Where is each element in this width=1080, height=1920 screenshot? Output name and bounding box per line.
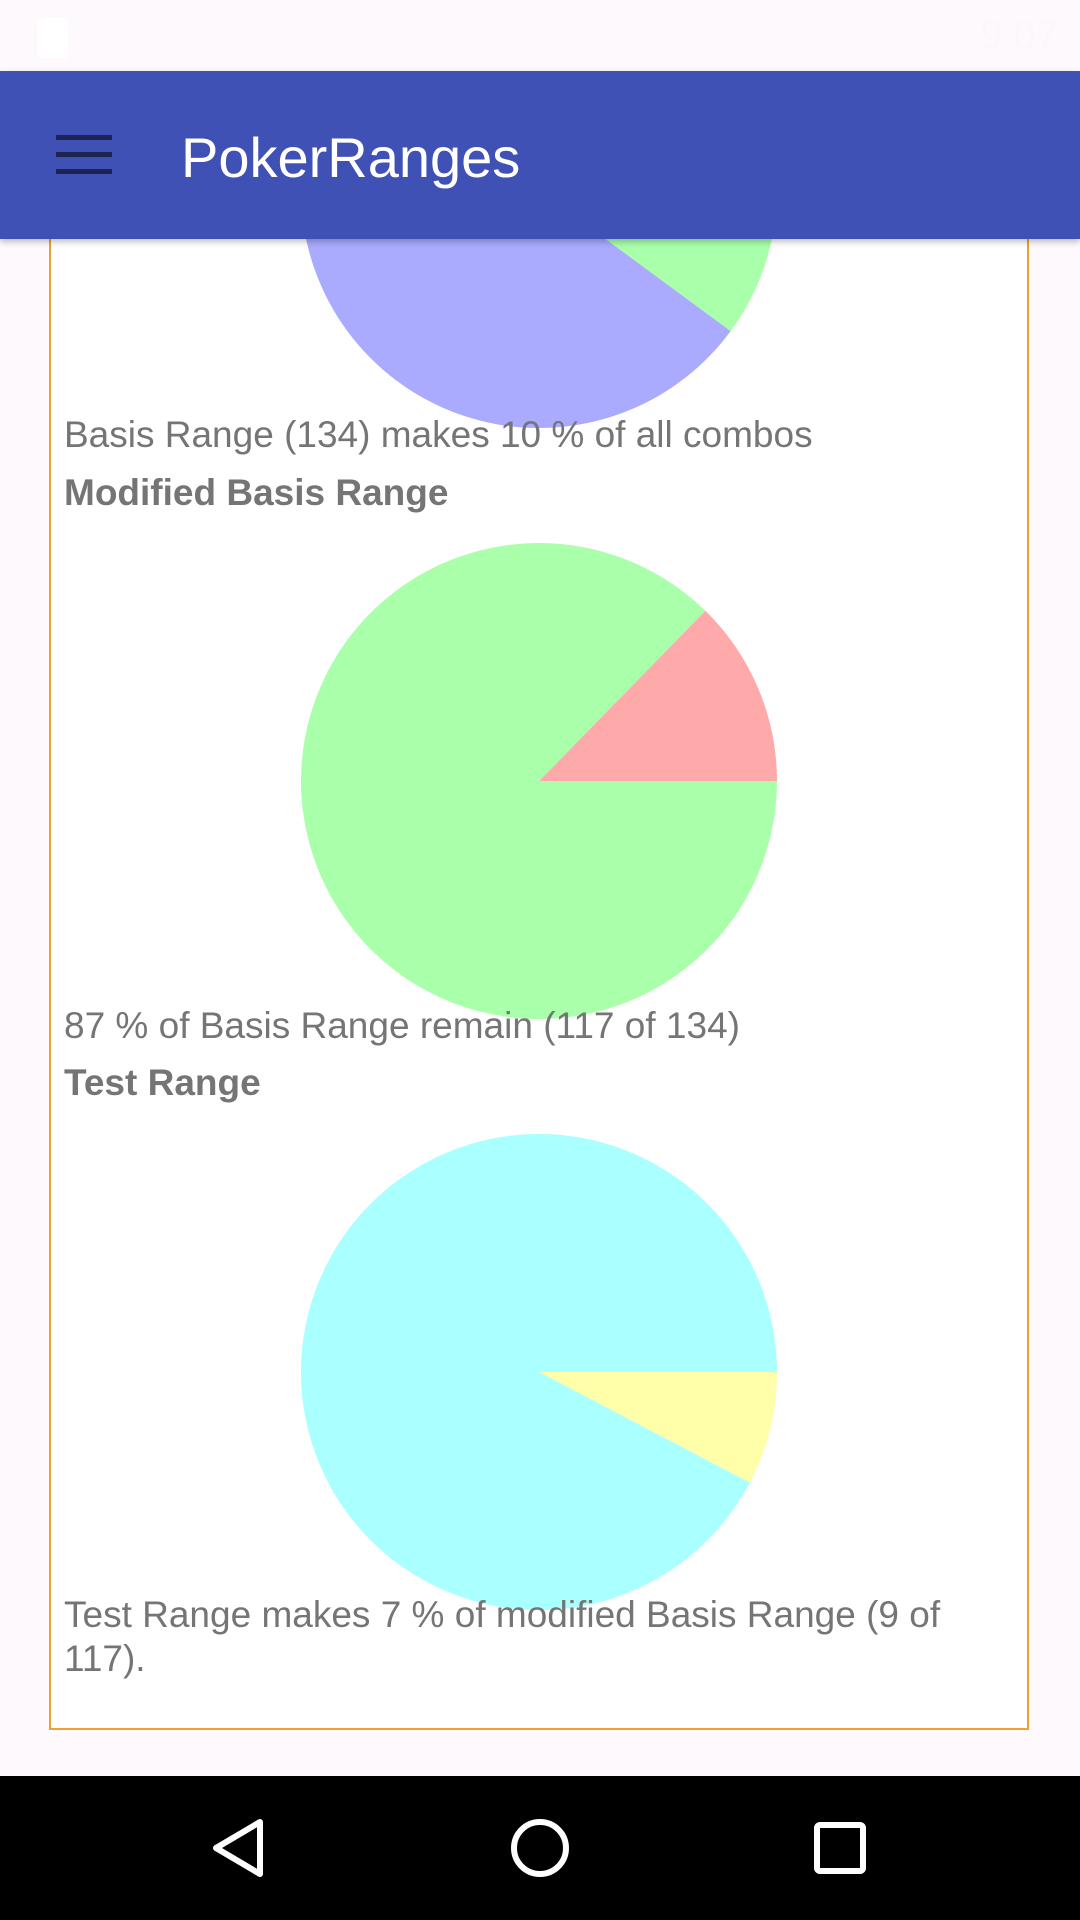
basis-range-caption: Basis Range (134) makes 10 % of all comb… bbox=[64, 414, 813, 455]
hamburger-menu-icon[interactable] bbox=[56, 135, 112, 175]
home-circle-icon[interactable] bbox=[504, 1812, 576, 1884]
modified-basis-range-pie bbox=[301, 543, 777, 1019]
app-title: PokerRanges bbox=[181, 126, 521, 189]
test-range-title: Test Range bbox=[64, 1062, 261, 1103]
status-bar: 9:07 bbox=[0, 0, 1080, 71]
status-time: 9:07 bbox=[980, 14, 1058, 58]
test-range-pie bbox=[301, 1134, 777, 1610]
pie-slice bbox=[301, 543, 777, 1019]
content-scroll[interactable]: Basis Range (134) makes 10 % of all comb… bbox=[0, 71, 1080, 1776]
sd-card-icon bbox=[38, 18, 68, 58]
modified-basis-range-title: Modified Basis Range bbox=[64, 472, 449, 513]
pie-slice bbox=[301, 1134, 777, 1610]
back-triangle-icon[interactable] bbox=[204, 1812, 276, 1884]
pie-slice bbox=[539, 1372, 777, 1483]
modified-range-caption: 87 % of Basis Range remain (117 of 134) bbox=[64, 1005, 740, 1046]
test-range-caption: Test Range makes 7 % of modified Basis R… bbox=[64, 1594, 941, 1679]
app-bar: PokerRanges bbox=[0, 71, 1080, 239]
recents-square-icon[interactable] bbox=[804, 1812, 876, 1884]
navigation-bar bbox=[0, 1776, 1080, 1920]
pie-slice bbox=[539, 610, 777, 781]
